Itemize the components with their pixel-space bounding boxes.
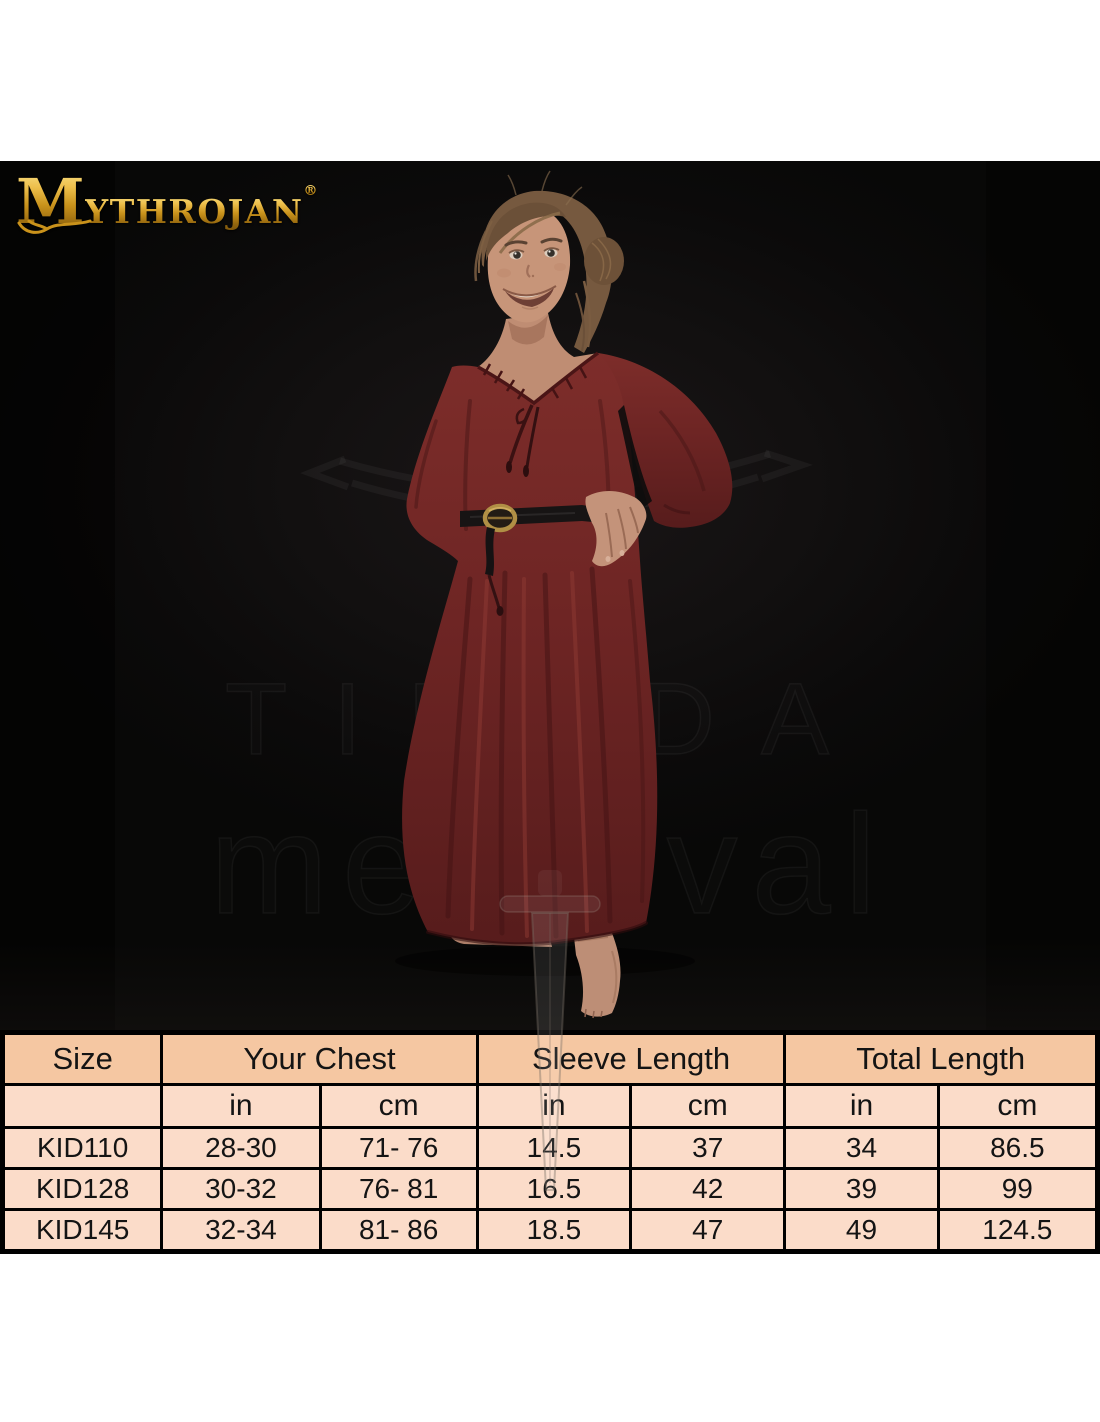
value-cell: 37 — [629, 1126, 787, 1170]
size-chart-table: Size Your Chest Sleeve Length Total Leng… — [0, 1030, 1100, 1254]
value-cell: 47 — [629, 1208, 787, 1253]
value-cell: 34 — [783, 1126, 940, 1170]
table-row: KID110 28-30 71- 76 14.5 37 34 86.5 — [0, 1126, 1100, 1170]
value-cell: 81- 86 — [318, 1208, 479, 1253]
value-cell: 99 — [936, 1167, 1100, 1211]
column-header-total-length: Total Length — [783, 1031, 1099, 1086]
value-cell: 14.5 — [475, 1126, 633, 1170]
brand-logo: MYTHROJAN® — [16, 165, 318, 238]
column-header-sleeve-length: Sleeve Length — [475, 1031, 787, 1086]
value-cell: 86.5 — [936, 1126, 1100, 1170]
table-header-row: Size Your Chest Sleeve Length Total Leng… — [0, 1031, 1099, 1086]
photo-left-edge — [0, 161, 115, 1031]
size-cell: KID145 — [0, 1208, 164, 1253]
value-cell: 16.5 — [475, 1167, 633, 1211]
registered-trademark-icon: ® — [303, 183, 318, 199]
product-photo: TIENDA medieval — [0, 161, 1100, 1031]
unit-cell: in — [160, 1083, 322, 1129]
value-cell: 30-32 — [160, 1167, 322, 1211]
unit-cell: cm — [318, 1083, 479, 1129]
child-model-illustration — [395, 170, 733, 1019]
value-cell: 71- 76 — [318, 1126, 479, 1170]
value-cell: 76- 81 — [318, 1167, 479, 1211]
value-cell: 39 — [783, 1167, 940, 1211]
value-cell: 42 — [629, 1167, 787, 1211]
photo-floor-shadow — [0, 941, 1100, 1031]
column-header-your-chest: Your Chest — [160, 1031, 479, 1086]
value-cell: 18.5 — [475, 1208, 633, 1253]
logo-flourish-icon — [17, 219, 92, 234]
unit-cell-empty — [0, 1083, 164, 1129]
photo-right-edge — [986, 161, 1100, 1031]
value-cell: 28-30 — [160, 1126, 322, 1170]
unit-row: in cm in cm in cm — [0, 1083, 1100, 1129]
value-cell: 32-34 — [160, 1208, 322, 1253]
column-header-size: Size — [0, 1031, 164, 1086]
size-cell: KID128 — [0, 1167, 164, 1211]
value-cell: 124.5 — [936, 1208, 1100, 1253]
unit-cell: cm — [936, 1083, 1100, 1129]
size-cell: KID110 — [0, 1126, 164, 1170]
unit-cell: in — [783, 1083, 940, 1129]
unit-cell: cm — [629, 1083, 787, 1129]
brand-logo-text: YTHROJAN — [84, 192, 304, 231]
unit-cell: in — [475, 1083, 633, 1129]
table-row: KID128 30-32 76- 81 16.5 42 39 99 — [0, 1167, 1100, 1211]
value-cell: 49 — [783, 1208, 940, 1253]
table-row: KID145 32-34 81- 86 18.5 47 49 124.5 — [0, 1208, 1100, 1253]
